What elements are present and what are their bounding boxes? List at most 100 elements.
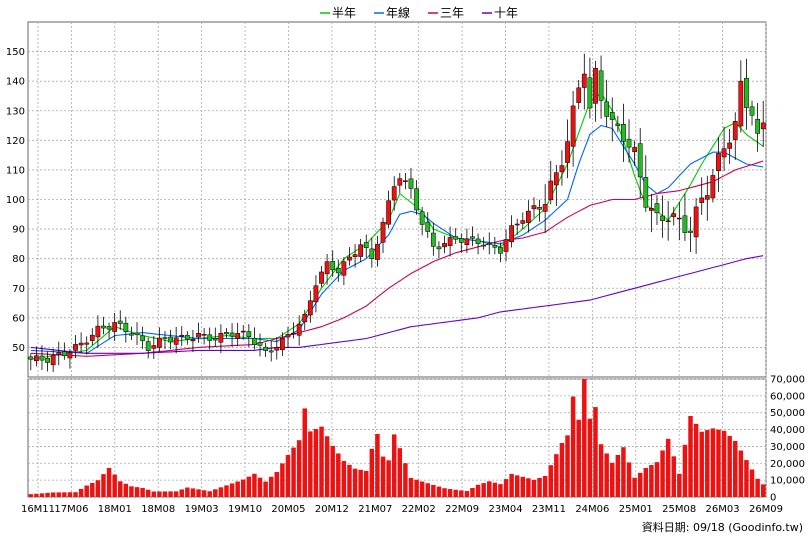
candle-body: [704, 195, 710, 200]
volume-bar: [492, 482, 498, 497]
candle-body: [224, 332, 229, 335]
candle-body: [481, 244, 487, 247]
volume-bar: [330, 445, 335, 497]
x-tick-label: 23M04: [488, 504, 522, 515]
ma-year-line: [30, 124, 764, 354]
price-tick-label: 100: [6, 195, 25, 206]
x-tick-label: 25M01: [619, 504, 653, 515]
ma-half-line: [30, 92, 764, 360]
volume-bar: [403, 463, 408, 497]
volume-bar: [749, 469, 755, 497]
volume-bar: [531, 479, 537, 497]
candle-body: [676, 217, 682, 220]
volume-bar: [520, 476, 526, 497]
candle-body: [665, 220, 671, 223]
candle-body: [190, 339, 196, 342]
candle-body: [744, 77, 749, 108]
volume-bar: [207, 491, 212, 497]
volume-bar: [475, 484, 481, 497]
candle-body: [319, 271, 324, 284]
volume-bar: [453, 489, 458, 497]
candle-body: [565, 141, 570, 163]
candle-body: [347, 256, 352, 261]
candle-body: [453, 236, 459, 240]
volume-bar: [442, 488, 447, 497]
candle-body: [50, 355, 56, 366]
volume-bar: [554, 454, 559, 497]
price-tick-label: 120: [6, 136, 25, 147]
candle-body: [660, 215, 665, 221]
candle-body: [442, 243, 447, 248]
volume-tick-label: 70,000: [770, 375, 805, 386]
x-tick-label: 20M05: [271, 504, 305, 515]
candle-body: [654, 203, 660, 214]
candle-body: [509, 225, 514, 243]
candle-body: [280, 338, 285, 351]
candle-body: [196, 332, 201, 338]
volume-bar: [358, 469, 363, 497]
volume-bar: [464, 491, 470, 497]
candle-body: [341, 261, 347, 276]
x-tick-label: 17M06: [54, 504, 88, 515]
candle-body: [56, 352, 62, 355]
price-tick-label: 60: [12, 313, 25, 324]
volume-bar: [654, 462, 660, 497]
candle-body: [721, 148, 727, 158]
volume-bar: [587, 418, 593, 497]
candle-body: [464, 238, 470, 246]
candle-body: [649, 208, 654, 211]
volume-bar: [705, 430, 710, 497]
price-tick-label: 110: [6, 165, 25, 176]
candle-body: [425, 221, 431, 232]
candle-body: [542, 204, 548, 212]
candle-body: [531, 205, 537, 210]
volume-bar: [173, 491, 179, 497]
candle-body: [475, 238, 481, 244]
volume-bar: [90, 482, 95, 497]
volume-bar: [67, 492, 73, 497]
candle-body: [436, 246, 442, 250]
candle-body: [570, 105, 576, 147]
candle-body: [252, 337, 257, 345]
legend-label: 半年: [332, 6, 356, 20]
candle-body: [537, 207, 542, 210]
candle-body: [498, 247, 503, 254]
candle-body: [553, 172, 559, 186]
volume-bar: [576, 419, 581, 497]
candle-body: [520, 220, 526, 224]
candle-body: [157, 337, 162, 348]
candle-body: [229, 332, 235, 337]
volume-bar: [738, 450, 744, 497]
candle-body: [34, 355, 39, 362]
volume-bar: [84, 485, 89, 497]
volume-bar: [710, 428, 716, 497]
candle-body: [28, 356, 34, 360]
legend-label: 十年: [494, 6, 518, 20]
candle-body: [604, 101, 610, 117]
volume-bar: [570, 396, 576, 497]
candle-body: [117, 320, 123, 324]
candle-body: [403, 180, 408, 182]
volume-bar: [347, 464, 352, 497]
volume-bar: [487, 481, 492, 497]
volume-tick-label: 50,000: [770, 408, 805, 419]
candle-body: [380, 221, 386, 243]
legend: 半年 年線 三年 十年: [320, 5, 518, 20]
volume-tick-label: 10,000: [770, 476, 805, 487]
volume-bar: [50, 492, 56, 497]
candle-body: [78, 342, 84, 346]
volume-bar: [308, 431, 313, 497]
candle-body: [369, 248, 375, 260]
volume-bar: [73, 492, 78, 497]
x-tick-label: 24M06: [575, 504, 609, 515]
x-tick-label: 26M03: [706, 504, 740, 515]
volume-bar: [118, 481, 123, 497]
volume-bar: [688, 415, 693, 497]
candle-body: [352, 254, 358, 257]
volume-bar: [509, 473, 514, 497]
candle-body: [184, 334, 190, 340]
volume-bar: [218, 487, 224, 497]
volume-bar: [341, 461, 347, 497]
volume-bar: [408, 477, 414, 497]
